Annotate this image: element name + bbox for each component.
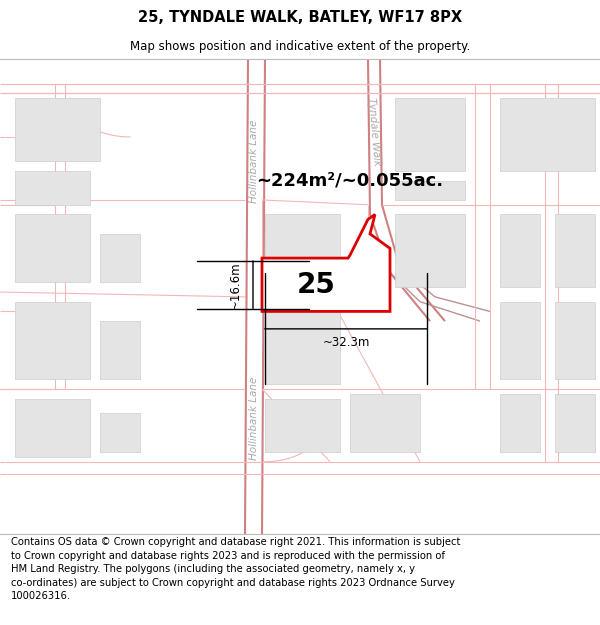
Text: ~224m²/~0.055ac.: ~224m²/~0.055ac.: [256, 171, 443, 189]
Polygon shape: [100, 321, 140, 379]
Text: ~16.6m: ~16.6m: [229, 261, 241, 309]
Polygon shape: [395, 214, 465, 287]
Text: Hollinbank Lane: Hollinbank Lane: [249, 376, 259, 460]
Polygon shape: [555, 302, 595, 379]
Polygon shape: [262, 214, 390, 311]
Polygon shape: [500, 302, 540, 379]
Text: Map shows position and indicative extent of the property.: Map shows position and indicative extent…: [130, 40, 470, 52]
Polygon shape: [100, 234, 140, 282]
Polygon shape: [555, 214, 595, 287]
Polygon shape: [395, 181, 465, 200]
Text: Hollinbank Lane: Hollinbank Lane: [249, 119, 259, 203]
Polygon shape: [265, 302, 340, 384]
Polygon shape: [500, 98, 595, 171]
Polygon shape: [15, 171, 90, 205]
Text: ~32.3m: ~32.3m: [322, 336, 370, 349]
Polygon shape: [500, 394, 540, 452]
Text: 25: 25: [296, 271, 335, 299]
Polygon shape: [350, 394, 420, 452]
Polygon shape: [15, 399, 90, 457]
Text: Contains OS data © Crown copyright and database right 2021. This information is : Contains OS data © Crown copyright and d…: [11, 537, 460, 601]
Polygon shape: [15, 302, 90, 379]
Text: 25, TYNDALE WALK, BATLEY, WF17 8PX: 25, TYNDALE WALK, BATLEY, WF17 8PX: [138, 10, 462, 25]
Polygon shape: [100, 413, 140, 452]
Polygon shape: [395, 98, 465, 171]
Text: Tyndale Walk: Tyndale Walk: [366, 98, 382, 167]
Polygon shape: [500, 214, 540, 287]
Polygon shape: [15, 98, 100, 161]
Polygon shape: [265, 214, 340, 282]
Polygon shape: [555, 394, 595, 452]
Polygon shape: [265, 399, 340, 452]
Polygon shape: [15, 214, 90, 282]
